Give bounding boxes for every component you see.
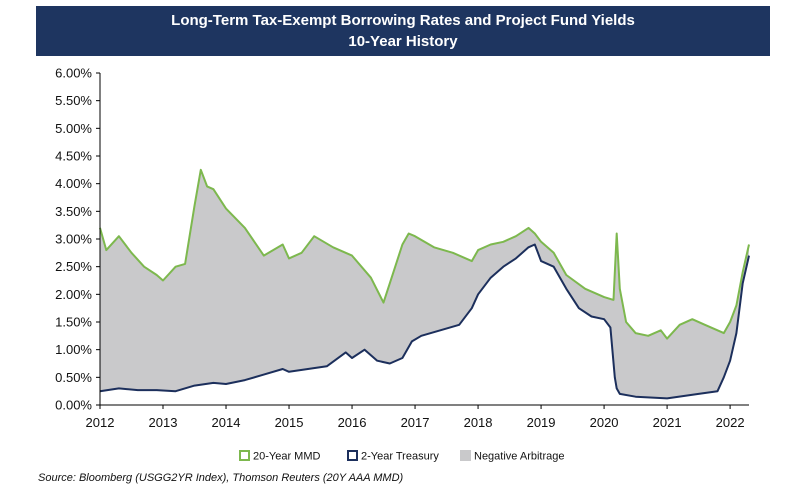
y-tick-label: 2.50% (55, 259, 92, 274)
x-tick-label: 2022 (716, 415, 745, 430)
axis-layer: 0.00% 0.50% 1.00% 1.50% 2.00% 2.50% 3.00% 3.50%… (55, 66, 749, 430)
legend-label: Negative Arbitrage (474, 451, 565, 463)
legend-swatch (239, 450, 250, 461)
y-tick-label: 4.00% (55, 176, 92, 191)
y-tick-label: 1.00% (55, 342, 92, 357)
chart-subtitle: 10-Year History (348, 33, 458, 50)
legend-swatch (347, 450, 358, 461)
legend-item-20-year-mmd: 20-Year MMD (239, 450, 321, 463)
x-tick-label: 2015 (275, 415, 304, 430)
chart-title-banner: Long-Term Tax-Exempt Borrowing Rates and… (36, 6, 770, 56)
line-layer (99, 168, 750, 400)
y-tick-label: 0.00% (55, 398, 92, 413)
x-tick-label: 2019 (527, 415, 556, 430)
y-tick-label: 0.50% (55, 370, 92, 385)
legend-item-2-year-treasury: 2-Year Treasury (347, 450, 439, 463)
x-tick-label: 2014 (212, 415, 241, 430)
negative-arbitrage-area (100, 169, 749, 399)
chart-title: Long-Term Tax-Exempt Borrowing Rates and… (171, 12, 635, 29)
source-note: Source: Bloomberg (USGG2YR Index), Thoms… (38, 472, 404, 484)
x-tick-label: 2013 (149, 415, 178, 430)
x-tick-label: 2020 (590, 415, 619, 430)
y-tick-label: 6.00% (55, 66, 92, 81)
legend-label: 2-Year Treasury (361, 451, 439, 463)
y-tick-label: 5.00% (55, 121, 92, 136)
series-line-20-year-mmd (99, 168, 750, 340)
x-tick-label: 2021 (653, 415, 682, 430)
legend-swatch (460, 450, 471, 461)
legend: 20-Year MMD 2-Year Treasury Negative Arbit… (239, 450, 565, 463)
x-tick-label: 2018 (464, 415, 493, 430)
series-line-2-year-treasury (99, 243, 750, 400)
area-layer (100, 169, 749, 399)
y-tick-label: 1.50% (55, 315, 92, 330)
x-tick-label: 2017 (401, 415, 430, 430)
y-tick-label: 3.50% (55, 204, 92, 219)
x-tick-label: 2012 (86, 415, 115, 430)
legend-label: 20-Year MMD (253, 451, 321, 463)
legend-item-negative-arbitrage: Negative Arbitrage (460, 450, 565, 463)
y-tick-label: 2.00% (55, 287, 92, 302)
y-tick-label: 3.00% (55, 232, 92, 247)
y-tick-label: 4.50% (55, 149, 92, 164)
x-tick-label: 2016 (338, 415, 367, 430)
y-tick-label: 5.50% (55, 93, 92, 108)
